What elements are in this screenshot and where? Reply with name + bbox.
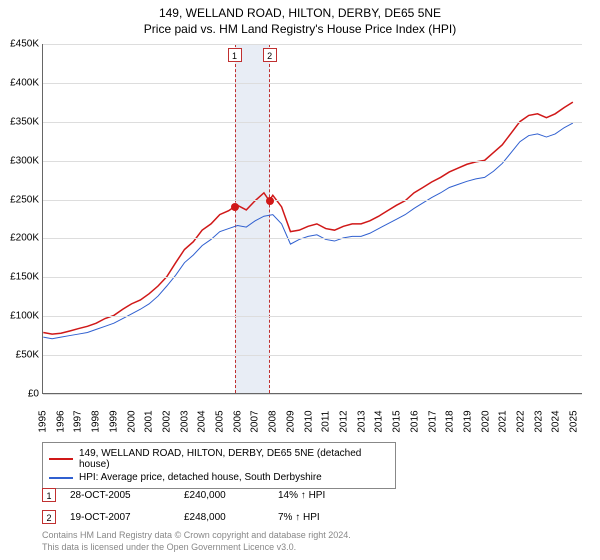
y-axis-label: £0 xyxy=(28,389,39,400)
y-axis-label: £300K xyxy=(10,155,39,166)
x-axis-label: 2024 xyxy=(551,410,562,432)
chart-title: 149, WELLAND ROAD, HILTON, DERBY, DE65 5… xyxy=(0,0,600,20)
series-line xyxy=(43,102,573,334)
sale-row: 2 19-OCT-2007 £248,000 7% ↑ HPI xyxy=(42,506,325,528)
marker-label: 2 xyxy=(263,48,277,62)
y-axis-label: £150K xyxy=(10,272,39,283)
x-axis-label: 2000 xyxy=(126,410,137,432)
legend-swatch xyxy=(49,458,73,460)
x-axis-label: 2025 xyxy=(569,410,580,432)
x-axis-label: 2004 xyxy=(197,410,208,432)
x-axis-label: 2018 xyxy=(445,410,456,432)
gridline xyxy=(43,394,582,395)
chart-container: 149, WELLAND ROAD, HILTON, DERBY, DE65 5… xyxy=(0,0,600,560)
y-axis-label: £350K xyxy=(10,116,39,127)
y-axis-label: £50K xyxy=(16,350,39,361)
legend-item: HPI: Average price, detached house, Sout… xyxy=(49,471,389,484)
x-axis-label: 2019 xyxy=(462,410,473,432)
gridline xyxy=(43,161,582,162)
x-axis-label: 2014 xyxy=(374,410,385,432)
x-axis-label: 2022 xyxy=(516,410,527,432)
gridline xyxy=(43,200,582,201)
sale-date: 19-OCT-2007 xyxy=(70,512,170,523)
sale-delta: 7% ↑ HPI xyxy=(278,512,320,523)
x-axis-label: 2011 xyxy=(321,411,332,433)
x-axis-label: 2015 xyxy=(392,410,403,432)
y-axis-label: £250K xyxy=(10,194,39,205)
footnote-line: Contains HM Land Registry data © Crown c… xyxy=(42,530,351,542)
x-axis-label: 2001 xyxy=(144,410,155,432)
sale-row: 1 28-OCT-2005 £240,000 14% ↑ HPI xyxy=(42,484,325,506)
x-axis-label: 2005 xyxy=(215,410,226,432)
gridline xyxy=(43,83,582,84)
x-axis-label: 2009 xyxy=(285,410,296,432)
x-axis-label: 2003 xyxy=(179,410,190,432)
gridline xyxy=(43,44,582,45)
x-axis-label: 2012 xyxy=(338,410,349,432)
gridline xyxy=(43,355,582,356)
x-axis-label: 1998 xyxy=(91,410,102,432)
x-axis-label: 1999 xyxy=(108,410,119,432)
sale-price: £240,000 xyxy=(184,490,264,501)
y-axis-label: £100K xyxy=(10,311,39,322)
x-axis-label: 2002 xyxy=(161,410,172,432)
marker-label: 1 xyxy=(228,48,242,62)
y-axis-label: £450K xyxy=(10,39,39,50)
x-axis-label: 1996 xyxy=(55,410,66,432)
y-axis-label: £200K xyxy=(10,233,39,244)
sales-table: 1 28-OCT-2005 £240,000 14% ↑ HPI 2 19-OC… xyxy=(42,484,325,528)
x-axis-label: 1997 xyxy=(73,410,84,432)
series-line xyxy=(43,123,573,339)
line-series-svg xyxy=(43,44,582,393)
x-axis-label: 2023 xyxy=(533,410,544,432)
legend-item: 149, WELLAND ROAD, HILTON, DERBY, DE65 5… xyxy=(49,447,389,471)
footnote-line: This data is licensed under the Open Gov… xyxy=(42,542,351,554)
sale-delta: 14% ↑ HPI xyxy=(278,490,325,501)
x-axis-label: 2008 xyxy=(268,410,279,432)
sale-date: 28-OCT-2005 xyxy=(70,490,170,501)
x-axis-label: 2016 xyxy=(409,410,420,432)
legend-label: 149, WELLAND ROAD, HILTON, DERBY, DE65 5… xyxy=(79,448,389,470)
x-axis-label: 2010 xyxy=(303,410,314,432)
footnote: Contains HM Land Registry data © Crown c… xyxy=(42,530,351,553)
sale-price: £248,000 xyxy=(184,512,264,523)
gridline xyxy=(43,316,582,317)
x-axis-label: 1995 xyxy=(38,410,49,432)
marker-dot xyxy=(266,197,274,205)
gridline xyxy=(43,277,582,278)
sale-marker-icon: 1 xyxy=(42,488,56,502)
x-axis-label: 2017 xyxy=(427,410,438,432)
gridline xyxy=(43,238,582,239)
legend: 149, WELLAND ROAD, HILTON, DERBY, DE65 5… xyxy=(42,442,396,489)
x-axis-label: 2006 xyxy=(232,410,243,432)
x-axis-label: 2020 xyxy=(480,410,491,432)
x-axis-label: 2013 xyxy=(356,410,367,432)
x-axis-label: 2007 xyxy=(250,410,261,432)
plot-area: £0£50K£100K£150K£200K£250K£300K£350K£400… xyxy=(42,44,582,394)
legend-swatch xyxy=(49,477,73,479)
gridline xyxy=(43,122,582,123)
y-axis-label: £400K xyxy=(10,77,39,88)
x-axis-label: 2021 xyxy=(498,410,509,432)
legend-label: HPI: Average price, detached house, Sout… xyxy=(79,472,322,483)
chart-subtitle: Price paid vs. HM Land Registry's House … xyxy=(0,20,600,36)
sale-marker-icon: 2 xyxy=(42,510,56,524)
marker-dot xyxy=(231,203,239,211)
